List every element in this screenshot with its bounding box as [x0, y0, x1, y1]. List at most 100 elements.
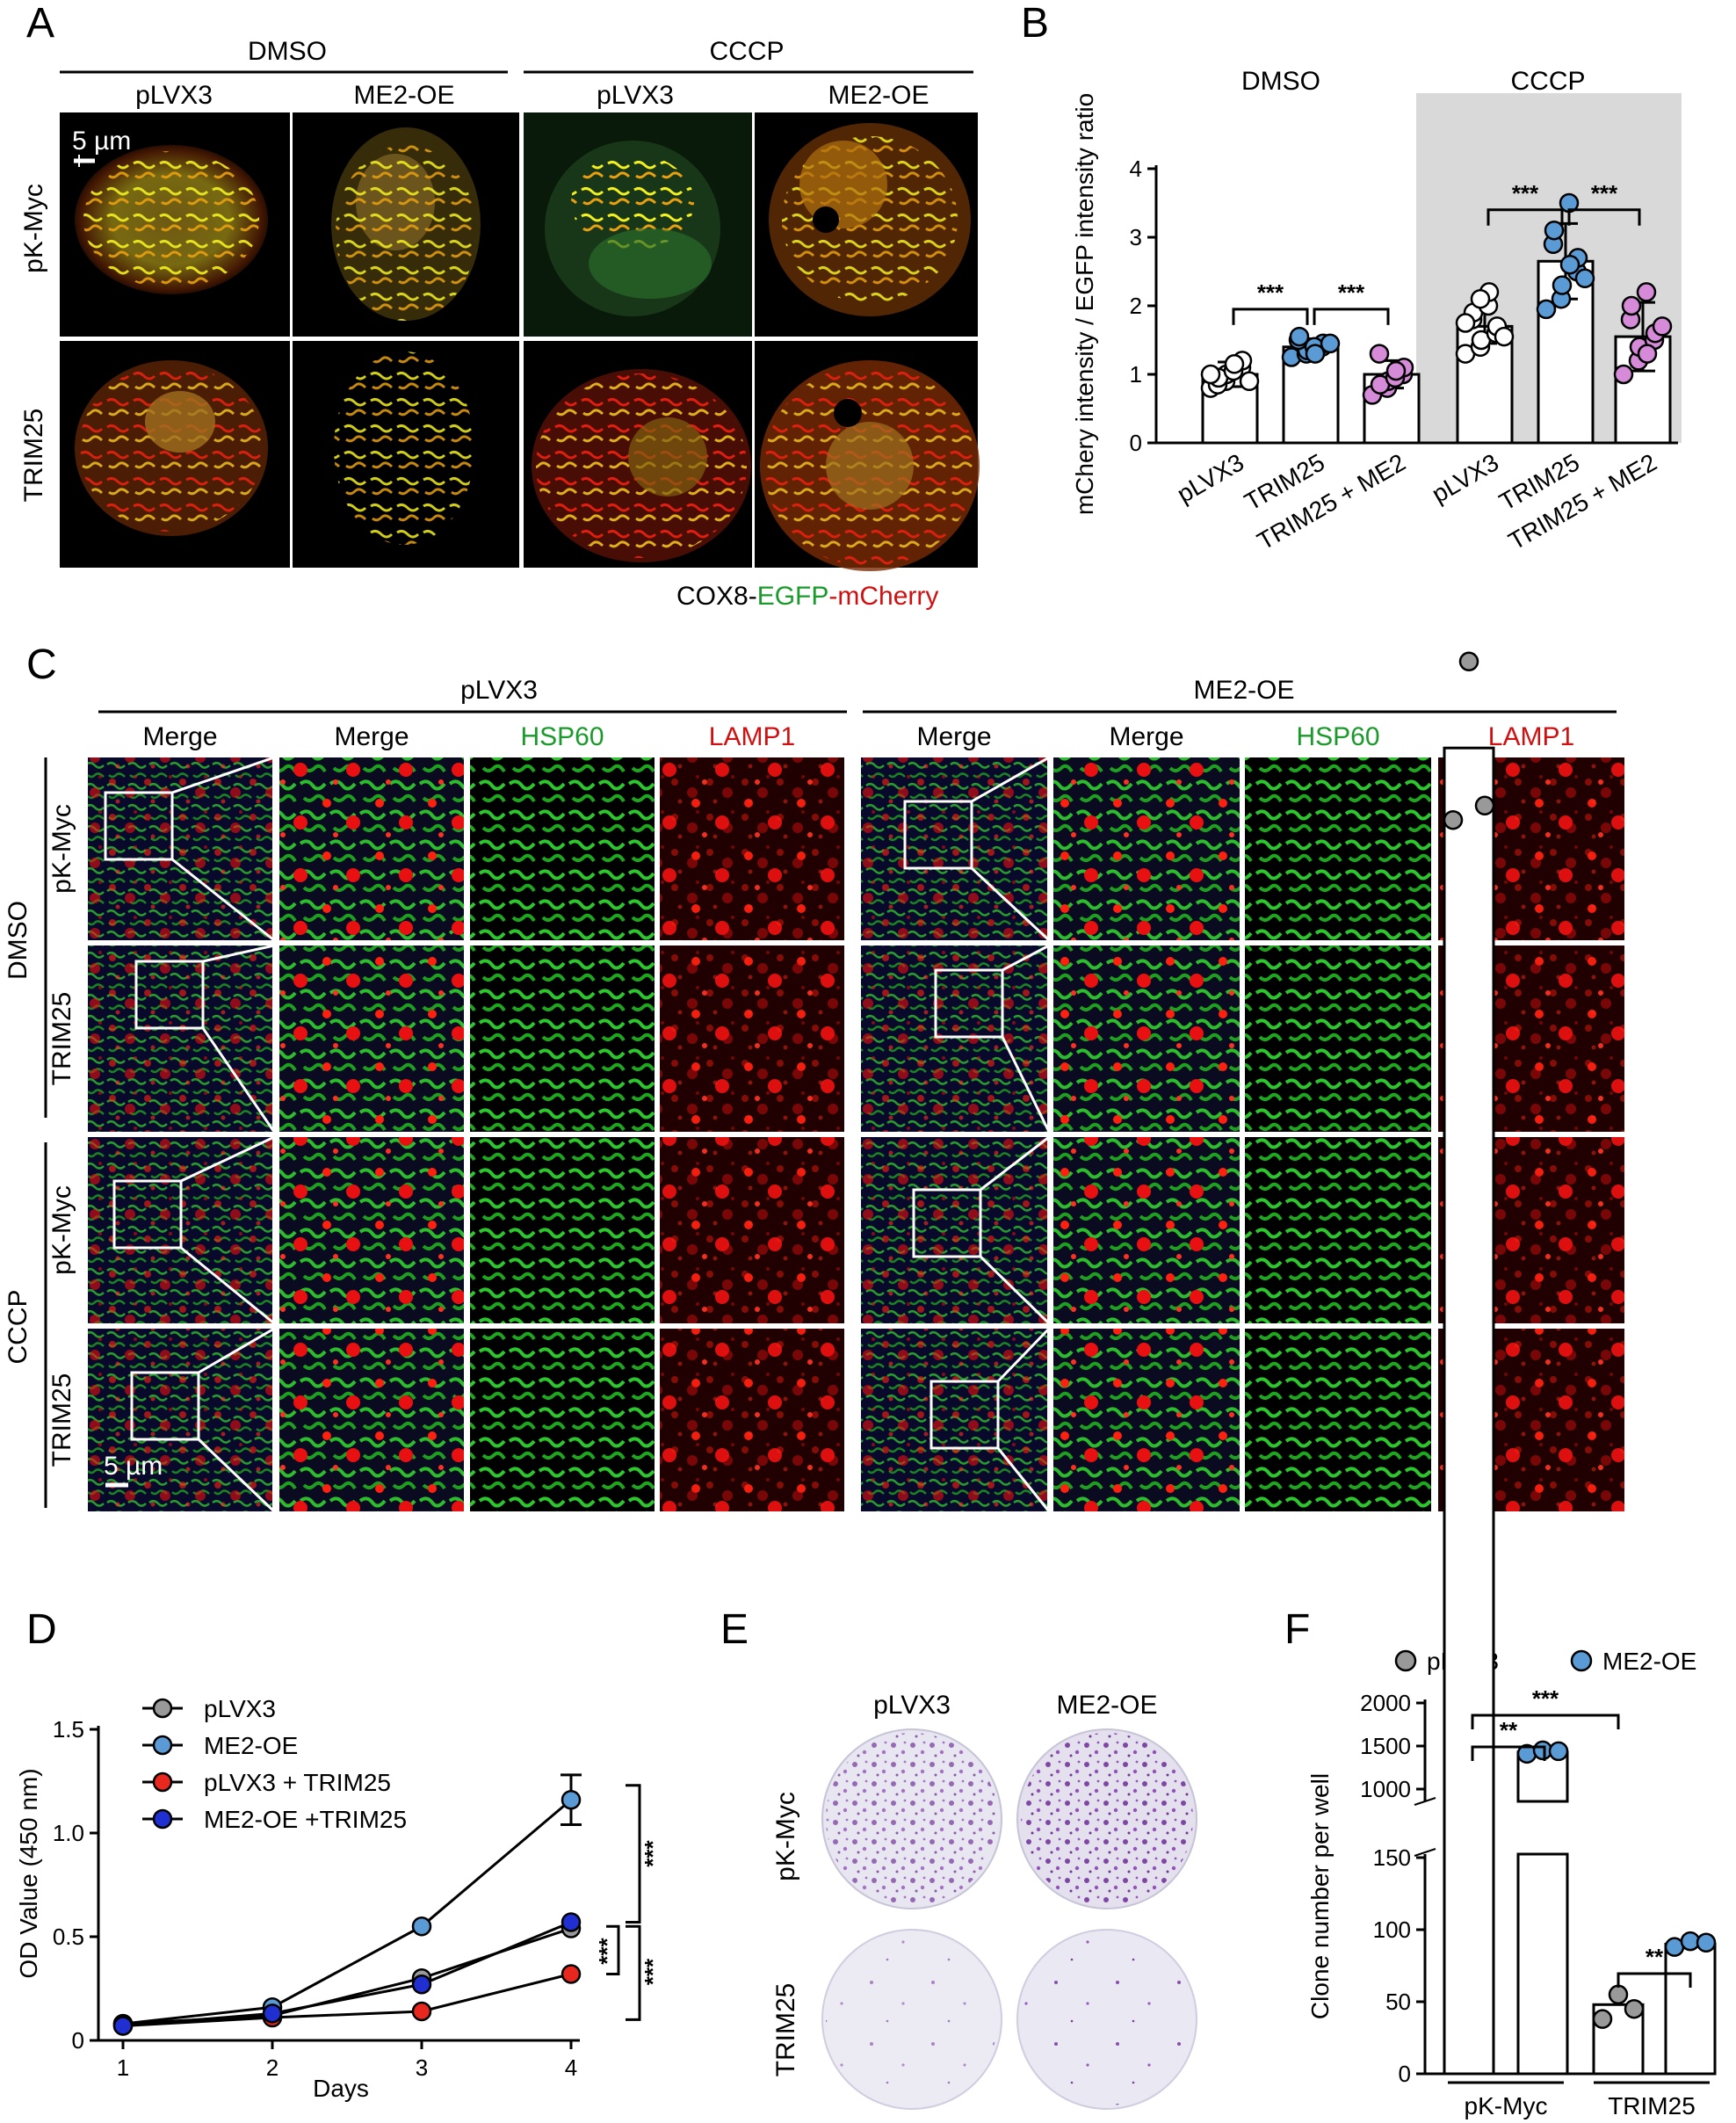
panel-f-point [1458, 651, 1479, 672]
panel-c-zoom-line [171, 858, 275, 942]
panel-letter-e: E [720, 1606, 749, 1653]
panel-c-zoom-box [112, 1179, 183, 1250]
panel-b-ytick-label: 0 [1130, 430, 1142, 456]
panel-b-point [1369, 344, 1390, 364]
panel-f-ytick-label: 1500 [1360, 1733, 1411, 1759]
panel-e-col-1: pLVX3 [873, 1691, 951, 1720]
panel-c-hsp60 [1245, 757, 1431, 940]
panel-b-ytick-label: 1 [1130, 361, 1142, 388]
panel-a-image-r2c1 [60, 341, 290, 568]
panel-b-point [1574, 268, 1595, 289]
panel-d-series [112, 1773, 582, 2036]
panel-d-legend-label: ME2-OE +TRIM25 [204, 1806, 407, 1833]
panel-d-series-line [122, 1921, 572, 2027]
panel-f-legend-marker [1394, 1649, 1417, 1672]
panel-letter-f: F [1284, 1606, 1310, 1653]
panel-c-col-header: Merge [916, 722, 991, 751]
panel-c-image [470, 946, 655, 1132]
panel-c-zoom-line [180, 1246, 275, 1325]
panel-f-bar [1443, 746, 1495, 2076]
panel-c-group-me2oe: ME2-OE [1193, 676, 1294, 705]
panel-c-image [279, 1137, 464, 1323]
panel-c-zoom-box [903, 800, 973, 870]
panel-b-point [1552, 275, 1573, 295]
panel-b-bars [1200, 192, 1673, 445]
panel-c-hsp60 [1245, 946, 1431, 1132]
panel-b-point [1536, 299, 1557, 320]
panel-c-col-header: LAMP1 [1488, 722, 1574, 751]
panel-c-image-grid [88, 756, 1624, 1513]
panel-b-sig-label: *** [1338, 279, 1365, 306]
panel-e-well-r1c1 [821, 1728, 1002, 1909]
panel-c-row-label: pK-Myc [47, 1185, 76, 1275]
panel-d-xtick-label: 3 [416, 2054, 428, 2081]
panel-c-zoom-line [201, 1027, 276, 1133]
panel-c-column-headers: Merge Merge HSP60 LAMP1 Merge Merge HSP60 LAMP1 [142, 722, 1574, 751]
panel-f-point [1696, 1932, 1717, 1953]
panel-c-image [1053, 946, 1240, 1132]
panel-letter-c: C [26, 641, 57, 688]
panel-c-image [861, 944, 1051, 1133]
panel-a-image-r2c2 [293, 341, 519, 568]
panel-c-zoom-line [979, 1255, 1051, 1325]
panel-c-image [279, 946, 464, 1132]
panel-b-sig-label: *** [1512, 180, 1539, 207]
panel-c-image [1053, 1137, 1240, 1323]
panel-b-point [1320, 333, 1341, 354]
panel-b: DMSO CCCP mChery intensity / EGFP intens… [1071, 67, 1682, 555]
panel-b-point [1239, 371, 1260, 392]
panel-c-zoom-line [202, 944, 275, 963]
panel-f-bars [1443, 651, 1717, 2076]
panel-a-image-r2c3 [524, 341, 752, 568]
panel-b-point [1636, 282, 1657, 302]
panel-b-ytick-label: 3 [1130, 224, 1142, 250]
panel-d-point [411, 1916, 432, 1937]
panel-e-row-2: TRIM25 [771, 1983, 800, 2077]
panel-c-lamp1-fine [660, 757, 844, 940]
panel-d-xtick-label: 1 [117, 2054, 129, 2081]
panel-c-lamp1-fine [660, 1137, 844, 1323]
panel-a-image-r1c3 [524, 112, 752, 337]
panel-c-image [88, 1135, 275, 1325]
panel-b-point [1470, 288, 1491, 309]
panel-b-point [1652, 316, 1673, 337]
panel-a-legend: COX8-EGFP-mCherry [676, 582, 938, 611]
panel-c-image [1245, 946, 1431, 1132]
panel-f-bar-lower [1516, 1852, 1569, 2076]
panel-b-significance: *** *** *** *** [1232, 180, 1641, 325]
panel-f-sig-bracket [1617, 1972, 1692, 1988]
panel-d-point [411, 1974, 432, 1995]
panel-c-image [1245, 757, 1431, 940]
panel-f-group-label: TRIM25 [1608, 2092, 1696, 2119]
panel-a-col-1: pLVX3 [135, 81, 213, 110]
panel-c-hsp60 [470, 757, 655, 940]
panel-d-series-line [122, 1799, 572, 2025]
panel-b-point [1224, 354, 1245, 374]
panel-f-point [1624, 1998, 1645, 2019]
panel-c-zoom-line [198, 1327, 275, 1374]
panel-c-image [470, 1137, 655, 1323]
panel-b-point [1613, 364, 1634, 385]
panel-f-point [1608, 1984, 1629, 2005]
panel-a-col-4: ME2-OE [828, 81, 929, 110]
panel-f-bar [1664, 1942, 1717, 2076]
panel-c-merge-lyso [1053, 1137, 1240, 1323]
panel-c-zoom-box [134, 960, 205, 1030]
panel-f-ytick-label: 100 [1373, 1916, 1411, 1943]
panel-e-row-1: pK-Myc [771, 1792, 800, 1881]
panel-d-legend-label: ME2-OE [204, 1732, 298, 1759]
panel-f-sig-label: ** [1500, 1717, 1518, 1743]
panel-a-image-r1c1 [60, 112, 290, 337]
panel-f-significance: ******* [1471, 1685, 1692, 1988]
panel-e-well-r2c1 [821, 1929, 1002, 2110]
panel-b-sig-label: *** [1257, 279, 1284, 306]
panel-d-ytick-label: 1.0 [53, 1820, 84, 1846]
panel-f-point [1443, 809, 1464, 830]
panel-d-xtick-label: 2 [266, 2054, 278, 2081]
panel-d-xlabel: Days [313, 2075, 369, 2102]
panel-c-col-header: HSP60 [520, 722, 604, 751]
panel-f-group-label: pK-Myc [1465, 2092, 1548, 2119]
panel-b-point [1305, 344, 1326, 364]
panel-f-point [1474, 795, 1495, 816]
panel-d-xtick-label: 4 [565, 2054, 577, 2081]
